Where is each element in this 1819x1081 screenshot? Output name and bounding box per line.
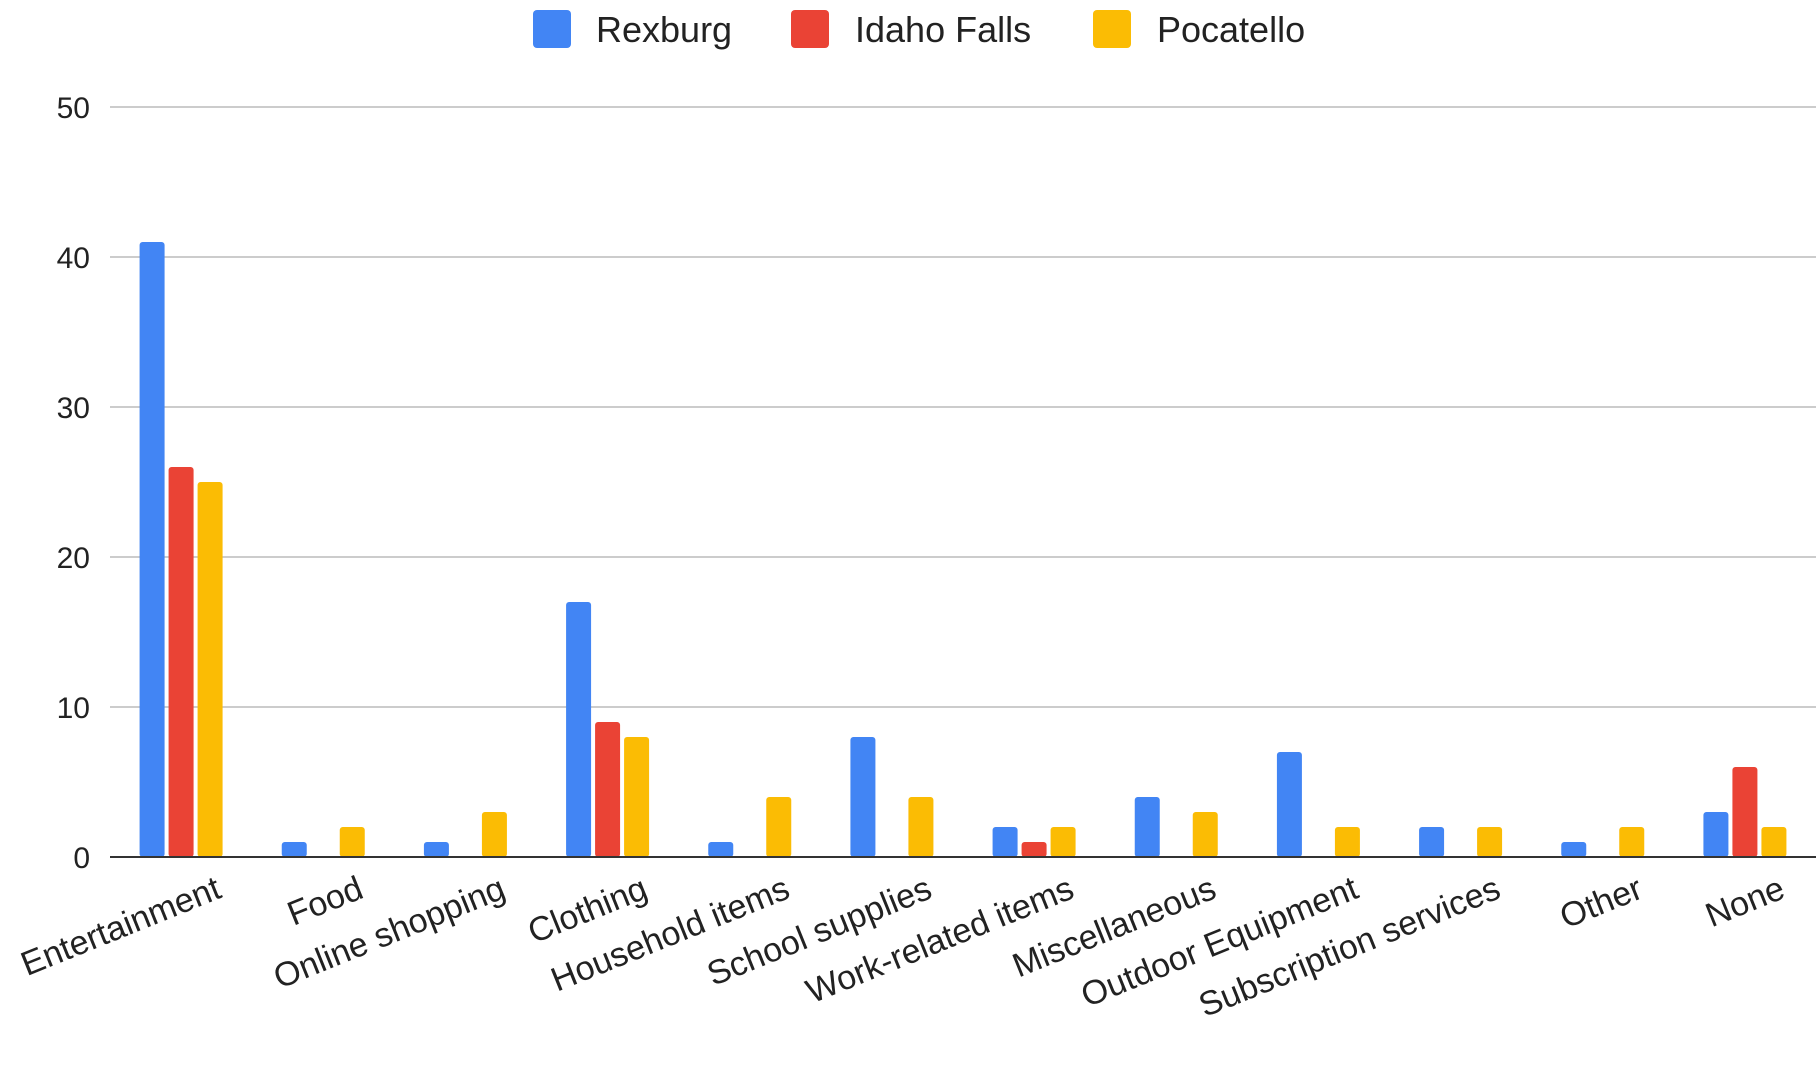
bar-rexburg-household-items (708, 842, 734, 857)
legend-item-idaho-falls: Idaho Falls (791, 9, 1031, 50)
bar-rexburg-school-supplies (850, 737, 876, 857)
bar-rexburg-work-related-items (992, 827, 1018, 857)
bar-rexburg-food (281, 842, 307, 857)
bar-idaho-falls-entertainment (168, 467, 194, 857)
x-tick-label-food: Food (282, 869, 368, 933)
gridlines (110, 106, 1816, 708)
legend-label-rexburg: Rexburg (596, 9, 732, 50)
bar-pocatello-food (339, 827, 365, 857)
bar-pocatello-none (1761, 827, 1787, 857)
bar-pocatello-clothing (624, 737, 650, 857)
y-tick-label-10: 10 (57, 692, 90, 725)
legend-item-pocatello: Pocatello (1093, 9, 1305, 50)
bar-idaho-falls-none (1732, 767, 1758, 857)
legend-swatch-pocatello (1093, 10, 1131, 48)
y-tick-label-0: 0 (73, 842, 90, 875)
bar-pocatello-work-related-items (1050, 827, 1076, 857)
bar-rexburg-other (1561, 842, 1587, 857)
legend-swatch-idaho-falls (791, 10, 829, 48)
legend-swatch-rexburg (533, 10, 571, 48)
bar-pocatello-school-supplies (908, 797, 934, 857)
legend: Rexburg Idaho Falls Pocatello (533, 9, 1305, 50)
x-tick-label-household-items: Household items (546, 869, 795, 999)
bar-pocatello-subscription-services (1477, 827, 1503, 857)
x-tick-label-none: None (1700, 869, 1790, 935)
bar-idaho-falls-work-related-items (1021, 842, 1047, 857)
bar-rexburg-subscription-services (1419, 827, 1445, 857)
bar-pocatello-household-items (766, 797, 792, 857)
y-tick-label-40: 40 (57, 242, 90, 275)
y-tick-label-20: 20 (57, 542, 90, 575)
x-tick-label-other: Other (1555, 869, 1648, 936)
legend-label-pocatello: Pocatello (1157, 9, 1305, 50)
bar-rexburg-entertainment (139, 242, 165, 857)
bar-rexburg-online-shopping (423, 842, 449, 857)
bar-idaho-falls-clothing (595, 722, 621, 857)
y-tick-label-50: 50 (57, 92, 90, 125)
bar-rexburg-none (1703, 812, 1729, 857)
y-tick-label-30: 30 (57, 392, 90, 425)
bar-rexburg-miscellaneous (1134, 797, 1160, 857)
bar-pocatello-entertainment (197, 482, 223, 857)
bar-pocatello-outdoor-equipment (1334, 827, 1360, 857)
legend-item-rexburg: Rexburg (533, 9, 732, 50)
bars (139, 242, 1787, 857)
bar-pocatello-online-shopping (481, 812, 507, 857)
bar-pocatello-miscellaneous (1192, 812, 1218, 857)
y-axis-ticks: 0 10 20 30 40 50 (57, 92, 90, 875)
legend-label-idaho-falls: Idaho Falls (855, 9, 1031, 50)
bar-rexburg-outdoor-equipment (1276, 752, 1302, 857)
x-tick-label-entertainment: Entertainment (16, 869, 227, 984)
bar-pocatello-other (1619, 827, 1645, 857)
bar-rexburg-clothing (566, 602, 592, 857)
